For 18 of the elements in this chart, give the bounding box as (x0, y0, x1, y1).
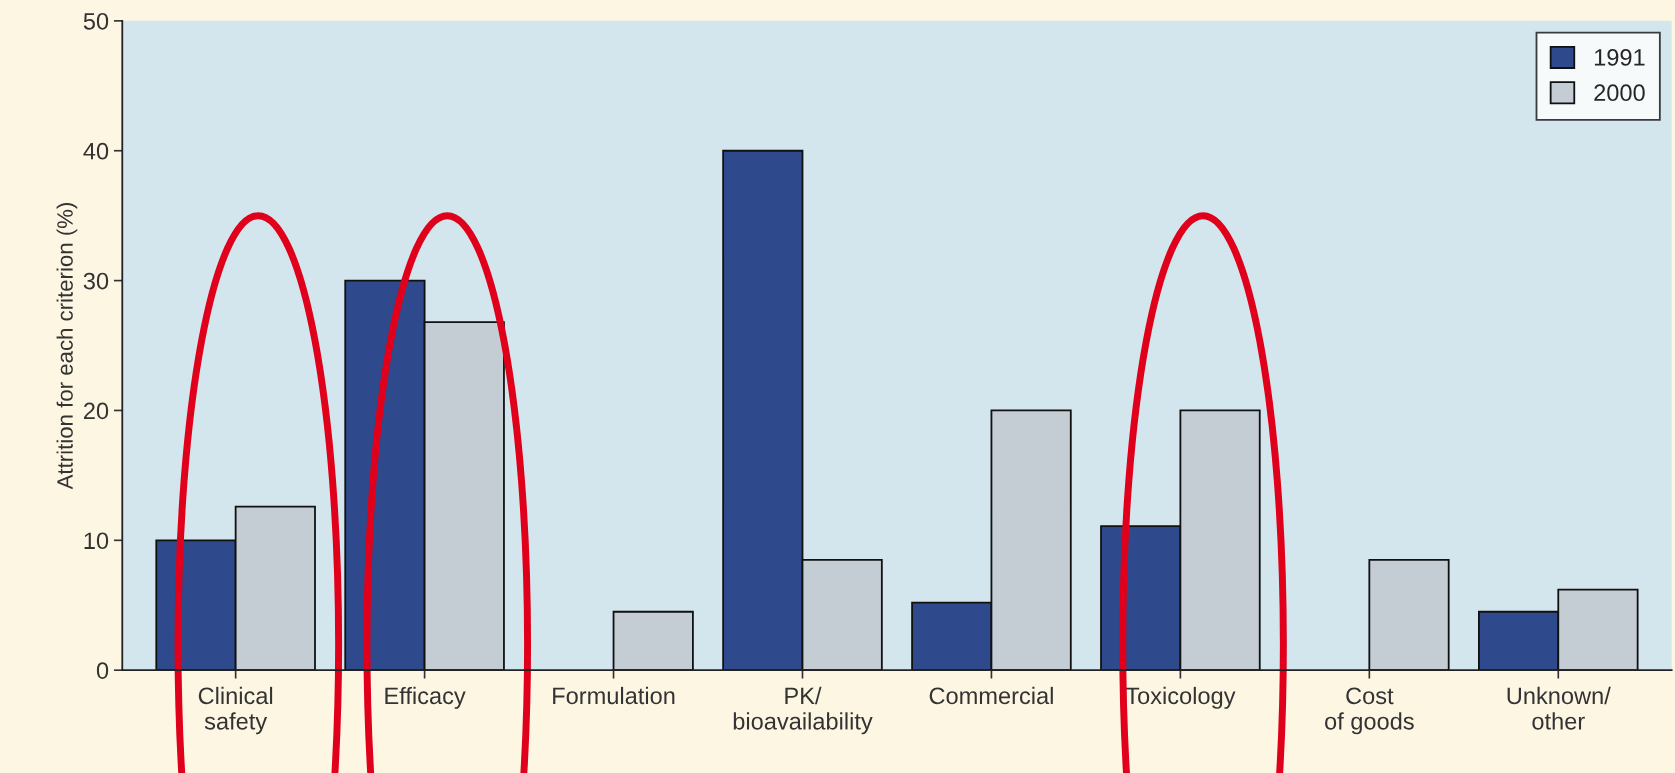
legend-label: 1991 (1594, 49, 1645, 66)
x-tick-label: Efficacy (385, 686, 466, 709)
x-tick-label: Cost of goods (1325, 687, 1414, 735)
x-tick-label: PK/ bioavailability (733, 686, 873, 735)
y-tick-label: 40 (83, 142, 109, 160)
y-tick-label: 20 (84, 402, 109, 420)
x-tick-label: Formulation (553, 686, 675, 705)
bar (1368, 558, 1450, 671)
x-tick-label: Unknown/ other (1507, 686, 1611, 730)
legend-label: 2000 (1594, 84, 1645, 102)
bar (612, 610, 694, 671)
y-axis-title: Attrition for each criterion (%) (56, 203, 78, 490)
y-tick-label: 30 (83, 272, 109, 290)
y-tick-label: 0 (96, 662, 109, 679)
x-tick-label: Clinical safety (198, 686, 273, 735)
y-tick-label: 10 (84, 532, 109, 550)
x-tick-label: Commercial (929, 686, 1053, 705)
y-tick-label: 50 (83, 12, 109, 30)
